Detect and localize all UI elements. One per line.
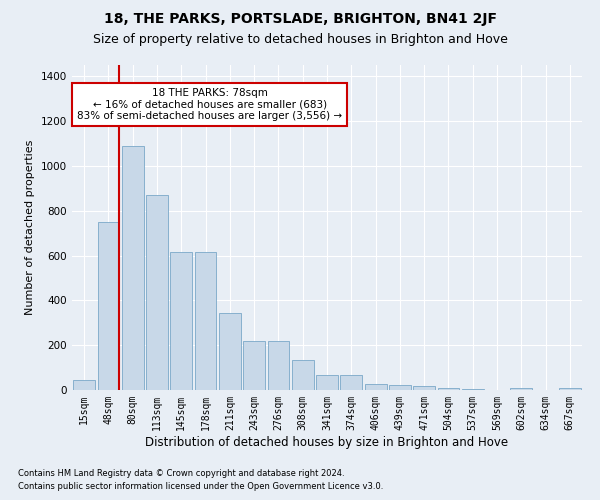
Text: Contains public sector information licensed under the Open Government Licence v3: Contains public sector information licen…: [18, 482, 383, 491]
Bar: [559, 388, 581, 390]
Bar: [268, 340, 289, 390]
Bar: [146, 195, 168, 390]
Bar: [365, 384, 386, 390]
Bar: [243, 340, 265, 390]
X-axis label: Distribution of detached houses by size in Brighton and Hove: Distribution of detached houses by size …: [145, 436, 509, 448]
Bar: [389, 385, 411, 390]
Text: 18, THE PARKS, PORTSLADE, BRIGHTON, BN41 2JF: 18, THE PARKS, PORTSLADE, BRIGHTON, BN41…: [104, 12, 497, 26]
Y-axis label: Number of detached properties: Number of detached properties: [25, 140, 35, 315]
Text: 18 THE PARKS: 78sqm
← 16% of detached houses are smaller (683)
83% of semi-detac: 18 THE PARKS: 78sqm ← 16% of detached ho…: [77, 88, 342, 121]
Bar: [194, 252, 217, 390]
Bar: [97, 222, 119, 390]
Bar: [73, 380, 95, 390]
Bar: [413, 386, 435, 390]
Text: Contains HM Land Registry data © Crown copyright and database right 2024.: Contains HM Land Registry data © Crown c…: [18, 468, 344, 477]
Bar: [437, 388, 460, 390]
Bar: [219, 312, 241, 390]
Bar: [122, 146, 143, 390]
Bar: [511, 388, 532, 390]
Bar: [340, 375, 362, 390]
Bar: [292, 360, 314, 390]
Text: Size of property relative to detached houses in Brighton and Hove: Size of property relative to detached ho…: [92, 32, 508, 46]
Bar: [170, 252, 192, 390]
Bar: [316, 376, 338, 390]
